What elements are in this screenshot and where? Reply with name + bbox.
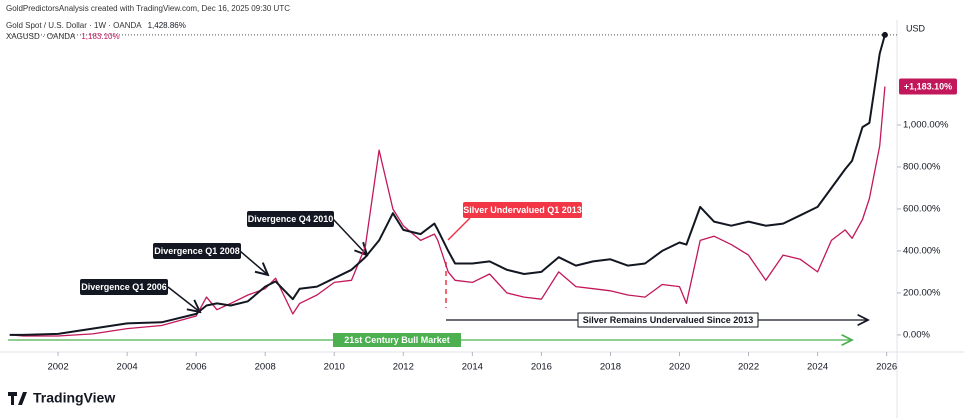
annotation-box	[80, 279, 168, 295]
currency: USD	[906, 23, 926, 33]
value-badge-label: +1,183.10%	[904, 81, 952, 91]
annotation-box	[333, 333, 461, 347]
annotation-text: Divergence Q4 2010	[248, 214, 334, 224]
annotation-box	[247, 211, 334, 227]
annotation-text: Divergence Q1 2006	[81, 282, 167, 292]
annotation-arrow	[239, 250, 268, 275]
annotation-text: Divergence Q1 2008	[154, 246, 240, 256]
brand: TradingView	[33, 390, 115, 406]
series-line	[9, 86, 886, 337]
x-tick-label: 2022	[738, 362, 759, 373]
legend-value: 1,428.86%	[148, 21, 186, 30]
y-tick-label: 200.00%	[903, 287, 941, 298]
y-tick-label: 1,000.00%	[903, 119, 949, 130]
x-tick-label: 2016	[531, 362, 552, 373]
last-point	[881, 31, 888, 38]
x-tick-label: 2008	[255, 362, 276, 373]
header: GoldPredictorsAnalysis created with Trad…	[6, 4, 290, 13]
x-tick-label: 2014	[462, 362, 483, 373]
legend-name: XAGUSD · OANDA	[6, 32, 76, 41]
x-tick-label: 2002	[47, 362, 68, 373]
x-tick-label: 2010	[324, 362, 345, 373]
x-tick-label: 2012	[393, 362, 414, 373]
annotation-text: 21st Century Bull Market	[344, 335, 450, 345]
series-line	[9, 34, 886, 336]
brand-logo: TradingView	[8, 390, 115, 406]
y-tick-label: 400.00%	[903, 245, 941, 256]
x-tick-label: 2020	[669, 362, 690, 373]
y-tick-label: 600.00%	[903, 203, 941, 214]
x-tick-label: 2004	[117, 362, 138, 373]
legend-value: 1,183.10%	[81, 32, 119, 41]
legend-name: Gold Spot / U.S. Dollar · 1W · OANDA	[6, 21, 142, 30]
y-tick-label: 800.00%	[903, 161, 941, 172]
annotation-arrow	[167, 286, 200, 312]
annotation-box	[577, 312, 759, 328]
annotation-arrow	[332, 218, 367, 255]
value-badge	[899, 78, 957, 95]
x-tick-label: 2018	[600, 362, 621, 373]
annotation-box	[153, 243, 241, 259]
y-tick-label: 0.00%	[903, 329, 930, 340]
x-tick-label: 2006	[186, 362, 207, 373]
x-tick-label: 2026	[876, 362, 897, 373]
x-tick-label: 2024	[807, 362, 828, 373]
annotation-box	[463, 202, 582, 218]
annotation-text: Silver Remains Undervalued Since 2013	[583, 315, 754, 325]
annotation-text: Silver Undervalued Q1 2013	[463, 205, 582, 215]
annotation-arrow	[447, 217, 471, 241]
